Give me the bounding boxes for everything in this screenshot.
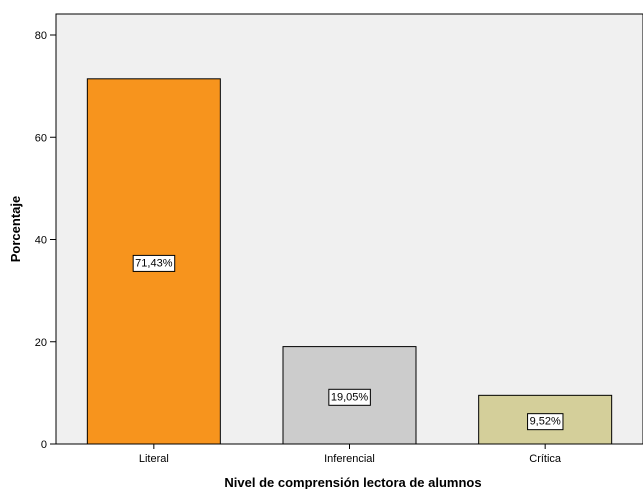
x-tick-label: Crítica [529, 453, 562, 465]
y-tick-label: 40 [35, 235, 47, 247]
x-axis-title: Nivel de comprensión lectora de alumnos [224, 475, 481, 489]
y-tick-label: 60 [35, 132, 47, 144]
x-axis: Literal Inferencial Crítica [139, 444, 562, 465]
x-tick-label: Inferencial [324, 453, 375, 465]
data-label: 71,43% [135, 257, 173, 269]
y-axis: 0 20 40 60 80 [35, 30, 56, 451]
x-tick-label: Literal [139, 453, 169, 465]
data-label-box [132, 254, 176, 272]
y-tick-label: 0 [41, 439, 47, 451]
data-label-box [527, 413, 564, 431]
bar-group: 71,43% 19,05% 9,52% [86, 78, 613, 445]
y-tick-label: 80 [35, 30, 47, 42]
data-label: 19,05% [331, 391, 369, 403]
data-label: 9,52% [530, 416, 561, 428]
y-axis-title: Porcentaje [8, 196, 23, 262]
y-tick-label: 20 [35, 337, 47, 349]
data-label-box [328, 388, 371, 406]
